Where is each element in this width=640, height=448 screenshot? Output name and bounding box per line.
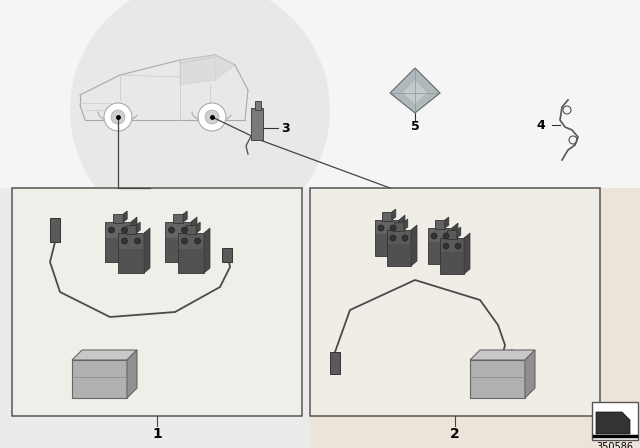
Polygon shape [403, 80, 427, 104]
Circle shape [378, 225, 384, 231]
Bar [429, 242, 451, 264]
Polygon shape [464, 233, 470, 274]
Text: 350586: 350586 [596, 442, 634, 448]
Polygon shape [196, 222, 200, 233]
Bar [186, 225, 196, 234]
Bar [173, 214, 183, 223]
Bar [119, 249, 143, 273]
Bar [126, 225, 136, 234]
Bar [106, 238, 130, 262]
Polygon shape [399, 215, 405, 256]
Text: 5: 5 [411, 120, 419, 133]
Polygon shape [72, 350, 137, 360]
Circle shape [198, 103, 226, 131]
Bar [441, 252, 463, 274]
Bar [375, 220, 399, 256]
Circle shape [205, 110, 219, 124]
Circle shape [111, 110, 125, 124]
Circle shape [122, 238, 127, 244]
Bar [179, 249, 203, 273]
Polygon shape [183, 211, 188, 222]
Bar [435, 220, 445, 229]
Polygon shape [136, 222, 140, 233]
Polygon shape [392, 209, 396, 220]
Circle shape [182, 227, 188, 233]
Bar [376, 234, 398, 256]
Bar [0, 0, 640, 188]
Bar [118, 233, 144, 273]
Bar [222, 248, 232, 262]
Polygon shape [404, 219, 408, 230]
Polygon shape [470, 350, 535, 360]
Circle shape [455, 243, 461, 249]
Text: 3: 3 [281, 122, 290, 135]
Text: 4: 4 [536, 119, 545, 132]
Bar [428, 228, 452, 264]
Polygon shape [596, 412, 630, 434]
Circle shape [109, 227, 115, 233]
Polygon shape [310, 0, 640, 448]
Bar [388, 244, 410, 266]
Circle shape [443, 243, 449, 249]
Polygon shape [452, 223, 458, 264]
Bar [440, 238, 464, 274]
Polygon shape [123, 211, 127, 222]
Polygon shape [390, 68, 440, 113]
Bar [382, 212, 392, 221]
Bar [251, 108, 263, 140]
Circle shape [70, 0, 330, 240]
Circle shape [168, 227, 175, 233]
Polygon shape [131, 217, 137, 262]
Bar [387, 230, 411, 266]
Circle shape [195, 238, 200, 244]
Bar [310, 188, 600, 416]
Circle shape [390, 225, 396, 231]
Polygon shape [180, 55, 235, 85]
Bar [166, 238, 190, 262]
Bar [165, 222, 191, 262]
Circle shape [390, 235, 396, 241]
Circle shape [431, 233, 437, 239]
Text: 1: 1 [152, 427, 162, 441]
Polygon shape [191, 217, 197, 262]
Text: 2: 2 [450, 427, 460, 441]
Bar [12, 188, 302, 416]
Bar [105, 222, 131, 262]
Polygon shape [127, 350, 137, 398]
Polygon shape [204, 228, 210, 273]
Bar [394, 222, 404, 231]
Polygon shape [445, 217, 449, 228]
Bar [178, 233, 204, 273]
Polygon shape [411, 225, 417, 266]
Bar [113, 214, 123, 223]
Bar [72, 360, 127, 398]
Circle shape [104, 103, 132, 131]
Circle shape [182, 238, 188, 244]
Circle shape [443, 233, 449, 239]
Polygon shape [525, 350, 535, 398]
Circle shape [122, 227, 127, 233]
Circle shape [402, 235, 408, 241]
Polygon shape [457, 227, 461, 238]
Polygon shape [144, 228, 150, 273]
Circle shape [134, 238, 141, 244]
Bar [447, 230, 457, 239]
Circle shape [45, 195, 265, 415]
Circle shape [345, 195, 565, 415]
Bar [330, 352, 340, 374]
Bar [50, 218, 60, 242]
Bar [592, 402, 638, 440]
Bar [255, 101, 261, 110]
Bar [470, 360, 525, 398]
